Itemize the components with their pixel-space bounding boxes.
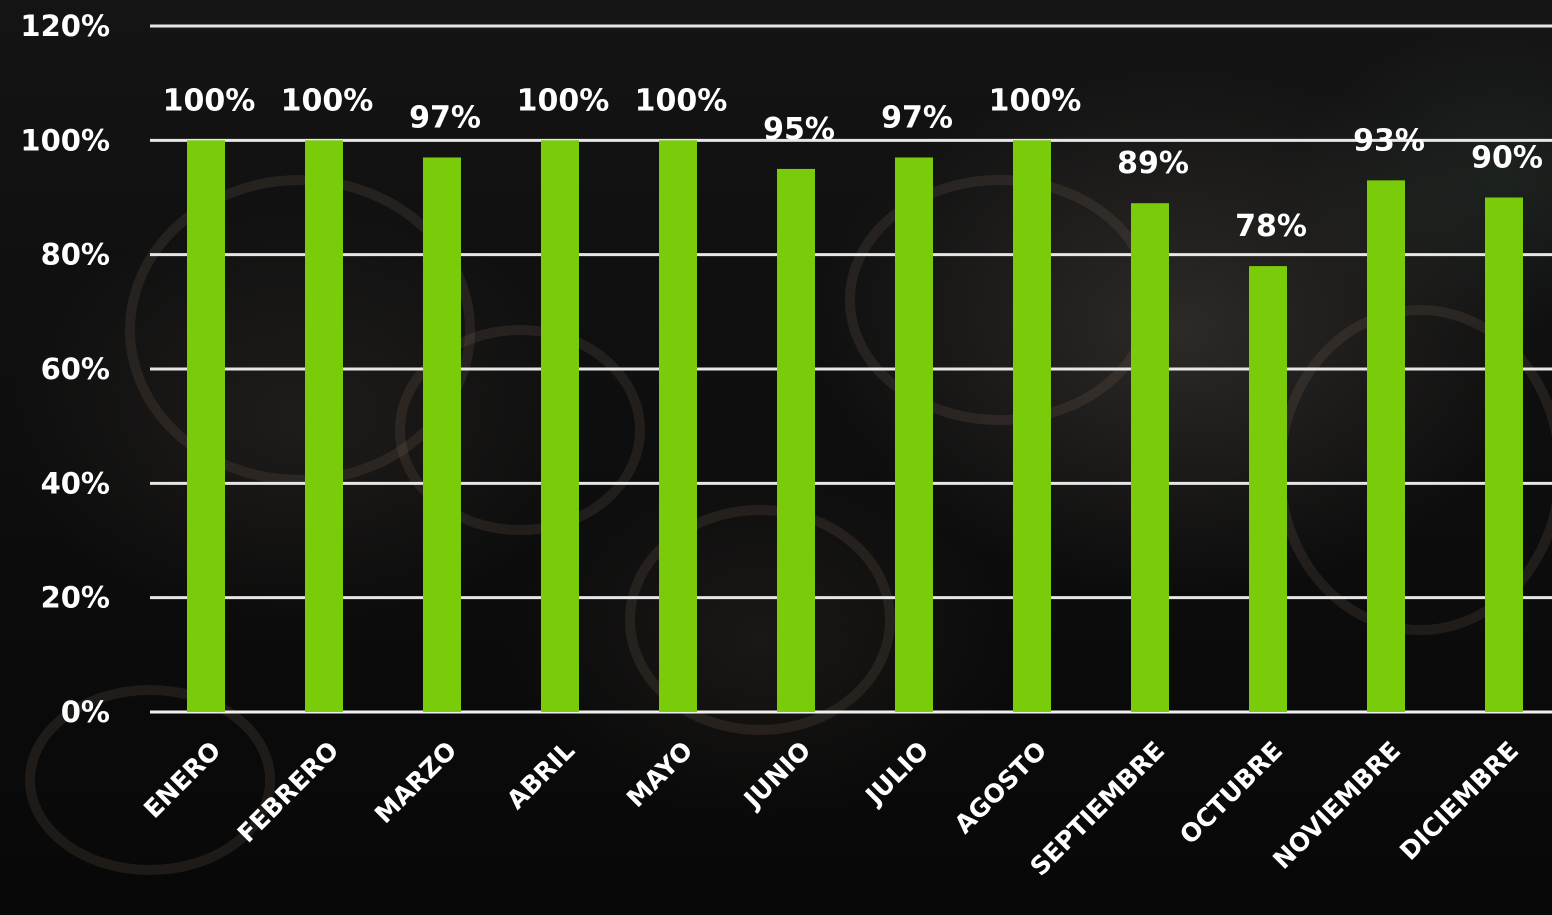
bars <box>187 140 1523 713</box>
bar-enero <box>187 140 225 713</box>
bar-agosto <box>1013 140 1051 713</box>
bar-febrero <box>305 140 343 713</box>
bar-septiembre <box>1131 203 1169 712</box>
bar-octubre <box>1249 266 1287 712</box>
bar-junio <box>777 168 815 712</box>
bar-mayo <box>659 140 697 713</box>
x-tick-label: MAYO <box>621 736 698 813</box>
bar-julio <box>895 157 933 712</box>
data-labels: 100% 100% 97% 100% 100% 95% 97% 100% 89% 78% 93% 90… <box>163 83 1543 244</box>
data-label: 97% <box>881 100 953 135</box>
x-axis-category-labels: ENERO FEBRERO MARZO ABRIL MAYO JUNIO JULIO AGOS… <box>138 736 1524 882</box>
y-tick-label: 60% <box>41 352 110 386</box>
data-label: 89% <box>1117 146 1189 181</box>
x-tick-label: DICIEMBRE <box>1394 736 1524 866</box>
data-label: 100% <box>163 83 256 118</box>
y-tick-label: 80% <box>41 238 110 272</box>
data-label: 93% <box>1353 123 1425 158</box>
x-tick-label: MARZO <box>369 736 462 829</box>
x-tick-label: ENERO <box>138 736 226 824</box>
bar-abril <box>541 140 579 713</box>
bar-diciembre <box>1485 197 1523 712</box>
x-tick-label: JUNIO <box>737 736 816 815</box>
x-tick-label: NOVIEMBRE <box>1267 736 1406 875</box>
x-tick-label: OCTUBRE <box>1174 736 1288 850</box>
data-label: 100% <box>989 83 1082 118</box>
x-tick-label: JULIO <box>859 736 935 812</box>
y-tick-label: 20% <box>41 581 110 615</box>
x-tick-label: AGOSTO <box>949 736 1053 840</box>
bar-marzo <box>423 157 461 712</box>
data-label: 100% <box>635 83 728 118</box>
data-label: 97% <box>409 100 481 135</box>
data-label: 78% <box>1235 209 1307 244</box>
y-tick-label: 0% <box>61 695 110 729</box>
gridlines <box>150 24 1552 714</box>
y-tick-label: 120% <box>20 9 110 43</box>
data-label: 90% <box>1471 141 1543 176</box>
bar-noviembre <box>1367 180 1405 713</box>
x-tick-label: FEBRERO <box>232 736 344 848</box>
y-tick-label: 40% <box>41 466 110 500</box>
data-label: 100% <box>281 83 374 118</box>
data-label: 95% <box>763 112 835 147</box>
data-label: 100% <box>517 83 610 118</box>
y-axis-tick-labels: 0% 20% 40% 60% 80% 100% 120% <box>20 9 110 729</box>
y-tick-label: 100% <box>20 123 110 157</box>
x-tick-label: ABRIL <box>501 736 580 815</box>
